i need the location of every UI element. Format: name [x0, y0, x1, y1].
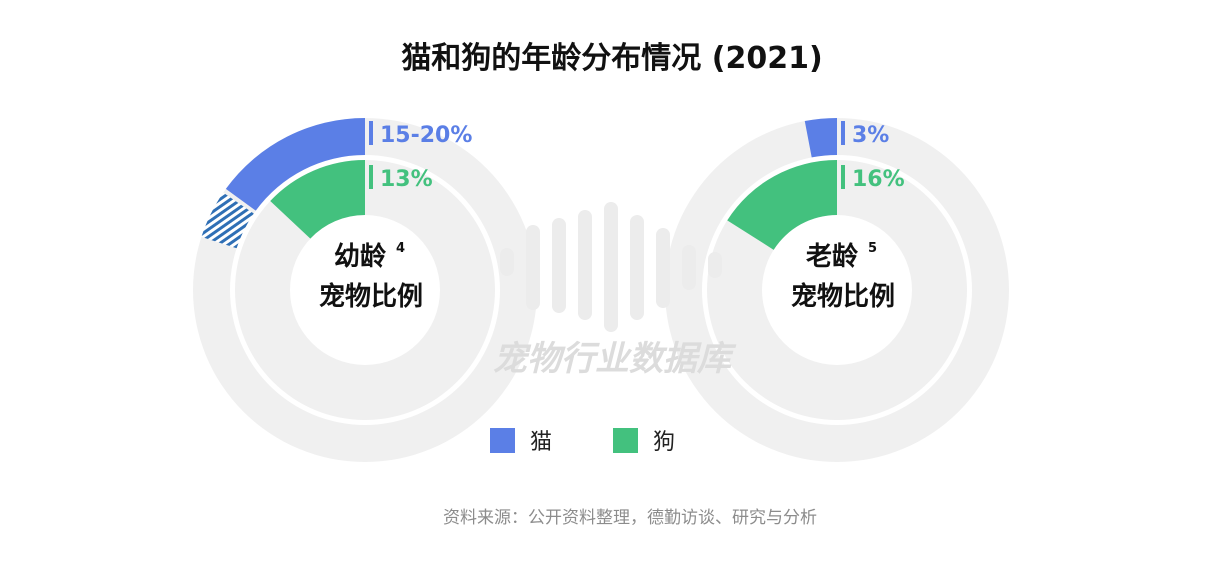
chart-title: 猫和狗的年龄分布情况 (2021): [401, 41, 822, 76]
legend-dog-swatch: [613, 428, 638, 453]
center-label-line2: 宠物比例: [791, 281, 895, 312]
watermark-logo-bars: [500, 202, 722, 332]
cat-value-label-senior: 3%: [852, 123, 889, 148]
dog-arc-senior: [727, 160, 837, 250]
dog-label-bar: [841, 165, 845, 189]
cat-label-bar: [841, 121, 845, 145]
legend: 猫 狗: [490, 428, 675, 455]
watermark-text: 宠物行业数据库: [493, 339, 737, 379]
center-label-note: 5: [868, 241, 877, 256]
center-label-line1: 幼龄: [334, 241, 387, 272]
legend-cat-swatch: [490, 428, 515, 453]
legend-cat-label: 猫: [530, 430, 552, 455]
cat-value-label-young: 15-20%: [380, 123, 472, 148]
cat-label-bar: [369, 121, 373, 145]
dog-value-label-senior: 16%: [852, 167, 905, 192]
center-label-line2: 宠物比例: [319, 281, 423, 312]
cat-arc-senior: [804, 118, 837, 158]
donut-senior-pets: 3% 16% 老龄 5 宠物比例: [665, 118, 1009, 462]
center-label-note: 4: [396, 241, 405, 256]
dog-value-label-young: 13%: [380, 167, 433, 192]
donut-young-pets: 15-20% 13% 幼龄 4 宠物比例: [193, 117, 537, 462]
center-label-line1: 老龄: [806, 241, 859, 272]
source-note: 资料来源：公开资料整理，德勤访谈、研究与分析: [443, 508, 817, 528]
watermark: 宠物行业数据库: [493, 202, 737, 379]
legend-dog-label: 狗: [653, 430, 675, 455]
cat-arc-young: [225, 117, 365, 211]
dog-label-bar: [369, 165, 373, 189]
cat-range-hatch-marker: [201, 192, 254, 249]
dog-arc-young: [270, 160, 365, 239]
